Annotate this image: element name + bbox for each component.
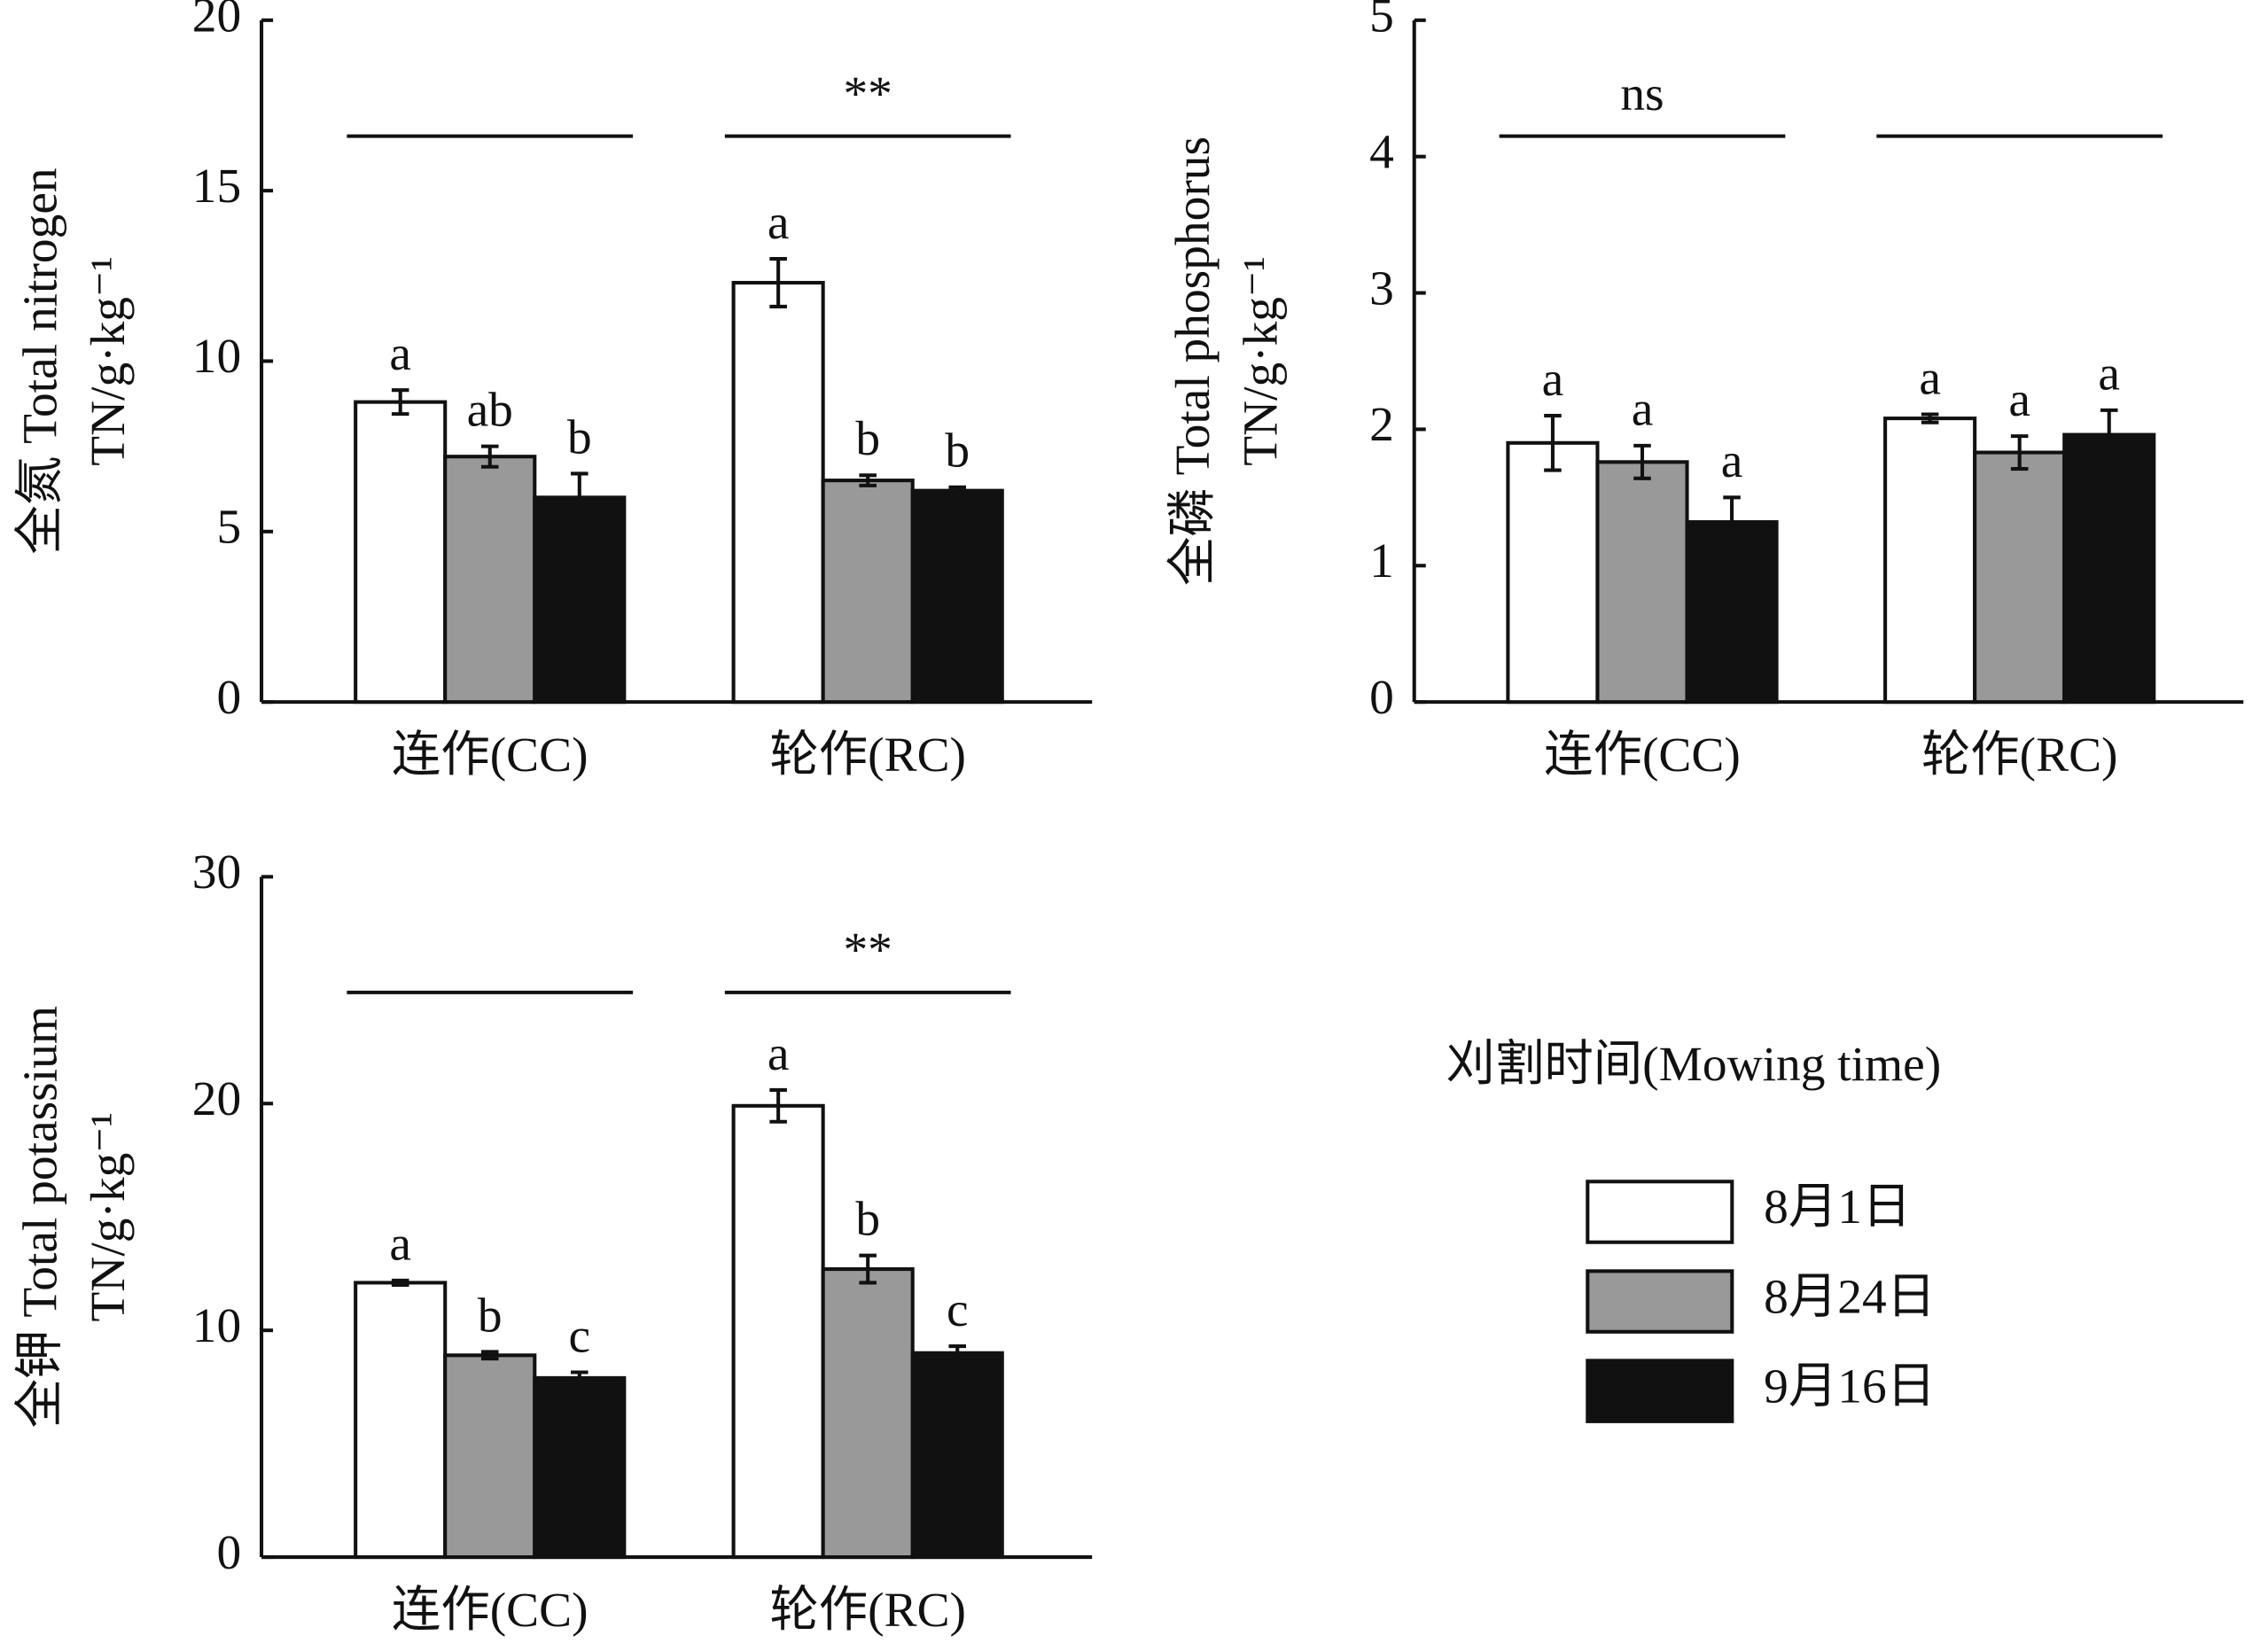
chart: 0 1 2 3 4 5 全磷 Total phosphorus TN/g·kg⁻¹ 连作(CC)…: [1165, 0, 2244, 782]
y-tick-label: 3: [1369, 261, 1394, 315]
bar: [910, 1351, 1004, 1560]
error-bar: [948, 485, 967, 496]
y-tick-label: 1: [1369, 533, 1394, 588]
chart: 0 10 20 30 全钾 Total potassium TN/g·kg⁻¹ 连作(CC)…: [12, 845, 1093, 1637]
bar: [1506, 440, 1600, 705]
error-bar: [859, 473, 877, 487]
y-tick-label: 20: [192, 0, 241, 43]
legend-title: 刈割时间(Mowing time): [1446, 1037, 1942, 1091]
legend-swatch: [1586, 1359, 1734, 1423]
letter-label: a: [389, 326, 411, 380]
bar: [731, 1103, 825, 1560]
y-tick-label: 5: [1369, 0, 1394, 43]
error-bar: [1921, 412, 1939, 424]
y-tick-label: 5: [217, 500, 242, 554]
letter-label: a: [2098, 347, 2120, 401]
letter-label: b: [945, 424, 970, 478]
x-tick-label: 连作(CC): [392, 728, 588, 782]
letter-label: c: [947, 1282, 969, 1336]
y-axis-label: 全氮 Total nitrogen: [12, 167, 66, 554]
letter-label: ab: [467, 383, 513, 437]
bar: [354, 400, 448, 705]
bar: [2062, 432, 2156, 705]
significance-label: ns: [1620, 66, 1664, 121]
bar: [821, 1267, 915, 1560]
x-tick-label: 轮作(RC): [1921, 728, 2118, 782]
error-bar: [480, 444, 499, 469]
bar: [1685, 520, 1779, 705]
letter-label: a: [1632, 382, 1654, 436]
y-tick-label: 0: [217, 1525, 242, 1579]
letter-label: a: [1919, 350, 1941, 404]
legend-label: 8月1日: [1764, 1180, 1911, 1234]
y-axis-label: 全磷 Total phosphorus: [1165, 136, 1220, 586]
bar: [910, 488, 1004, 705]
x-tick-label: 轮作(RC): [769, 728, 966, 782]
y-tick-label: 0: [217, 670, 242, 724]
letter-label: a: [1542, 352, 1564, 406]
letter-label: a: [768, 1026, 790, 1080]
y-axis-unit: TN/g·kg⁻¹: [81, 1112, 135, 1322]
significance-label: **: [843, 923, 892, 977]
legend-swatch: [1586, 1180, 1734, 1244]
y-tick-label: 2: [1369, 397, 1394, 451]
letter-label: c: [569, 1308, 591, 1362]
y-axis-unit: TN/g·kg⁻¹: [1234, 256, 1288, 466]
error-bar: [769, 257, 787, 308]
error-bar: [480, 1350, 499, 1361]
y-tick-label: 4: [1369, 124, 1394, 178]
x-tick-label: 轮作(RC): [769, 1583, 966, 1637]
legend-label: 9月16日: [1764, 1359, 1936, 1413]
x-tick-label: 连作(CC): [392, 1583, 588, 1637]
y-axis-label: 全钾 Total potassium: [12, 1006, 66, 1428]
y-tick-label: 20: [192, 1071, 241, 1125]
legend: 刈割时间(Mowing time) 8月1日 8月24日 9月16日: [1446, 1037, 1942, 1423]
y-axis-unit: TN/g·kg⁻¹: [81, 256, 135, 466]
significance-label: **: [843, 66, 892, 121]
letter-label: b: [478, 1288, 503, 1342]
legend-label: 8月24日: [1764, 1269, 1936, 1323]
error-bar: [2010, 434, 2029, 471]
bar: [731, 280, 825, 705]
error-bar: [1544, 413, 1562, 472]
bar: [354, 1281, 448, 1560]
letter-label: b: [567, 409, 592, 463]
error-bar: [769, 1087, 787, 1124]
bar: [443, 1353, 537, 1560]
error-bar: [571, 471, 588, 524]
bar: [533, 1375, 627, 1560]
letter-label: a: [2008, 372, 2030, 426]
bar: [533, 495, 627, 705]
error-bar: [391, 1278, 409, 1288]
y-tick-label: 0: [1369, 670, 1394, 724]
error-bar: [1723, 495, 1741, 549]
bar: [1973, 450, 2067, 705]
error-bar: [2100, 408, 2118, 462]
letter-label: a: [389, 1217, 411, 1271]
y-tick-label: 10: [192, 329, 241, 383]
letter-label: b: [855, 411, 880, 465]
legend-swatch: [1586, 1269, 1734, 1334]
error-bar: [391, 388, 409, 417]
chart: 0 5 10 15 20 全氮 Total nitrogen TN/g·kg⁻¹ 连作(CC)…: [12, 0, 1093, 782]
error-bar: [1633, 443, 1651, 480]
bar: [443, 455, 537, 705]
bar: [1595, 460, 1689, 705]
y-tick-label: 30: [192, 845, 241, 899]
x-tick-label: 连作(CC): [1544, 728, 1741, 782]
error-bar: [571, 1370, 588, 1386]
error-bar: [948, 1344, 967, 1362]
letter-label: a: [1721, 433, 1743, 487]
y-tick-label: 10: [192, 1298, 241, 1352]
letter-label: b: [855, 1192, 880, 1246]
letter-label: a: [768, 195, 790, 249]
y-tick-label: 15: [192, 159, 241, 213]
bar: [821, 479, 915, 705]
error-bar: [859, 1253, 877, 1285]
bar: [1883, 417, 1977, 705]
